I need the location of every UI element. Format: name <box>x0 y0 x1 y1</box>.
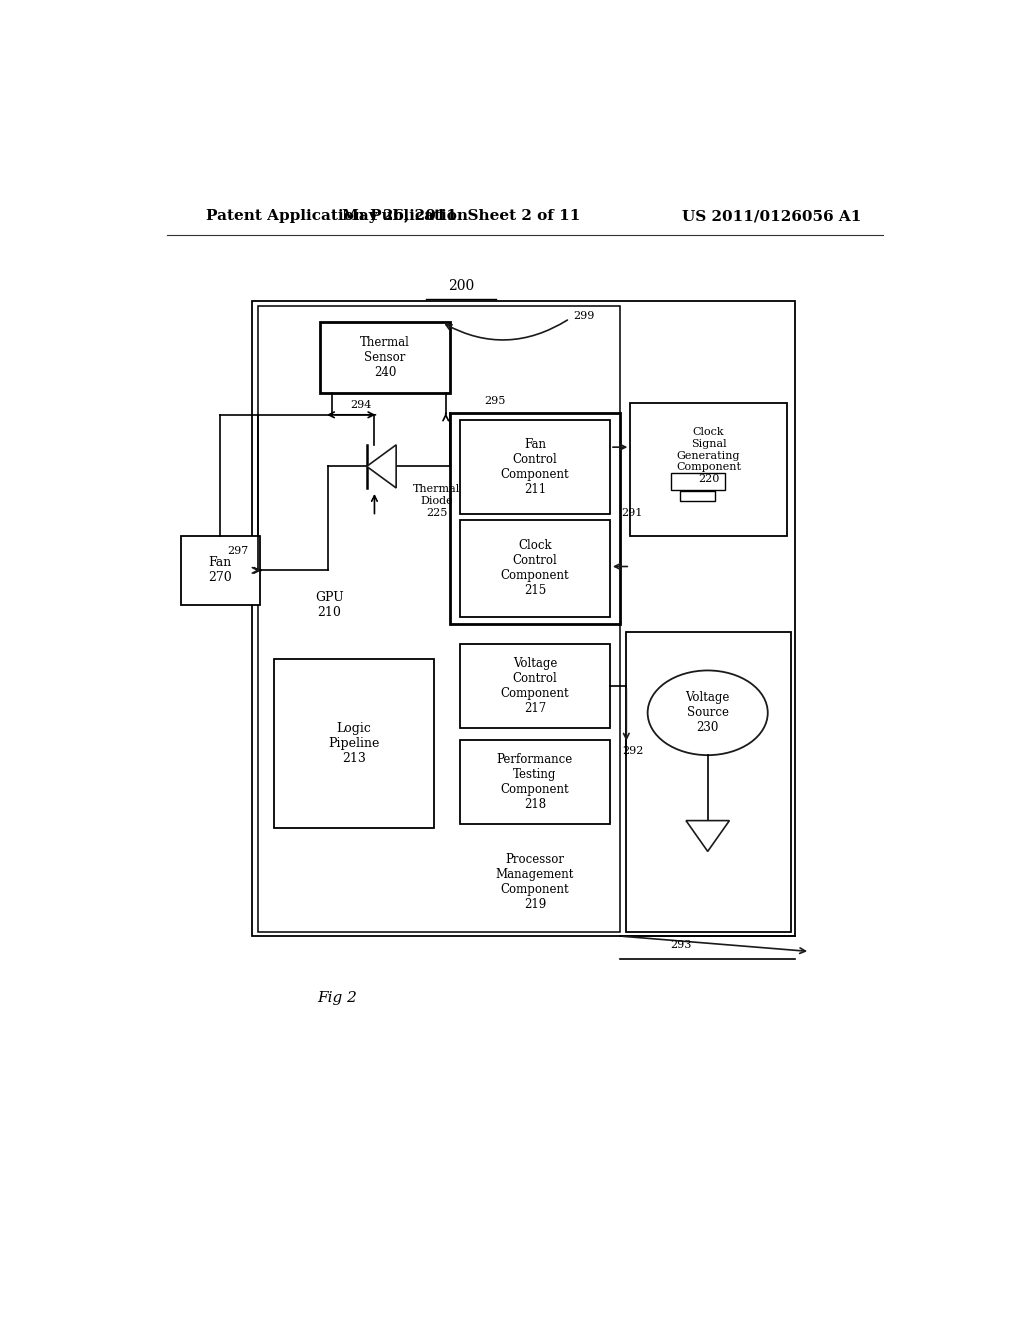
Text: Fig 2: Fig 2 <box>317 991 357 1005</box>
Bar <box>450 412 621 624</box>
Text: Clock
Control
Component
215: Clock Control Component 215 <box>501 540 569 598</box>
Text: 297: 297 <box>227 546 248 556</box>
Polygon shape <box>367 445 396 488</box>
Text: US 2011/0126056 A1: US 2011/0126056 A1 <box>682 209 861 223</box>
Bar <box>252 301 795 936</box>
Text: Thermal
Diode
225: Thermal Diode 225 <box>414 484 461 517</box>
Text: GPU
210: GPU 210 <box>315 591 344 619</box>
Text: Fan
270: Fan 270 <box>208 556 232 585</box>
Bar <box>273 659 434 829</box>
Bar <box>258 306 621 932</box>
Bar <box>630 404 786 536</box>
Bar <box>460 644 610 729</box>
Bar <box>460 520 610 616</box>
Bar <box>321 322 450 393</box>
Text: Clock
Signal
Generating
Component
220: Clock Signal Generating Component 220 <box>676 428 741 484</box>
Text: 294: 294 <box>350 400 371 409</box>
Bar <box>180 536 260 605</box>
Text: Patent Application Publication: Patent Application Publication <box>206 209 468 223</box>
Text: Voltage
Source
230: Voltage Source 230 <box>685 692 730 734</box>
Text: 293: 293 <box>671 940 692 950</box>
Text: 292: 292 <box>623 746 644 756</box>
Text: Voltage
Control
Component
217: Voltage Control Component 217 <box>501 657 569 715</box>
Text: Performance
Testing
Component
218: Performance Testing Component 218 <box>497 754 573 810</box>
Text: 200: 200 <box>449 279 474 293</box>
Text: May 26, 2011  Sheet 2 of 11: May 26, 2011 Sheet 2 of 11 <box>342 209 581 223</box>
Text: Processor
Management
Component
219: Processor Management Component 219 <box>496 853 574 911</box>
Polygon shape <box>686 821 729 851</box>
Text: 299: 299 <box>573 312 595 321</box>
Text: Logic
Pipeline
213: Logic Pipeline 213 <box>329 722 380 766</box>
Bar <box>671 473 725 490</box>
Text: 295: 295 <box>484 396 506 407</box>
Text: Fan
Control
Component
211: Fan Control Component 211 <box>501 438 569 496</box>
Ellipse shape <box>647 671 768 755</box>
Text: 291: 291 <box>621 508 642 517</box>
Bar <box>680 491 716 502</box>
Bar <box>460 420 610 513</box>
Bar <box>627 632 791 932</box>
Bar <box>460 739 610 825</box>
Text: Thermal
Sensor
240: Thermal Sensor 240 <box>360 337 410 379</box>
